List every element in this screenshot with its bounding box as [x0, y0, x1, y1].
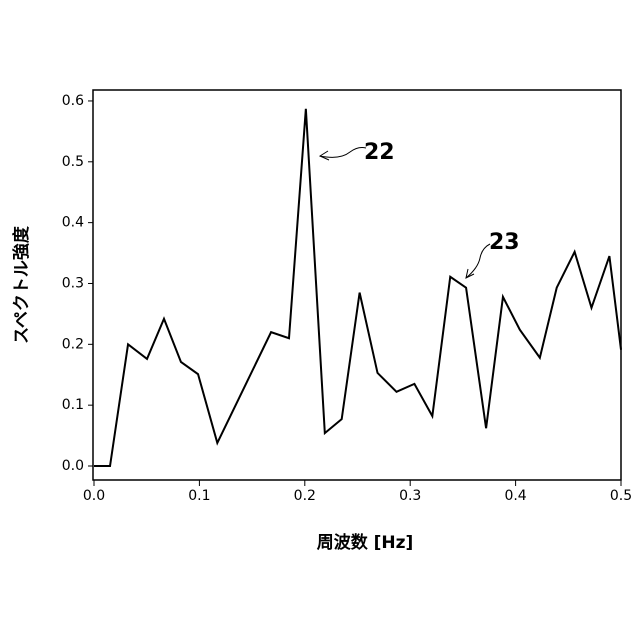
- annotation: 23: [489, 230, 520, 255]
- y-tick-label: 0.4: [62, 215, 84, 231]
- y-tick-label: 0.0: [62, 458, 84, 474]
- x-tick-label: 0.0: [83, 488, 105, 504]
- data-line: [94, 109, 621, 466]
- x-tick-label: 0.4: [504, 488, 526, 504]
- annotation-arrow: [466, 244, 490, 278]
- y-axis-label: スペクトル強度: [11, 225, 32, 344]
- x-tick-label: 0.5: [610, 488, 632, 504]
- y-tick-label: 0.1: [62, 397, 84, 413]
- x-tick-label: 0.3: [399, 488, 421, 504]
- y-tick-label: 0.2: [62, 336, 84, 352]
- y-tick-label: 0.3: [62, 275, 84, 291]
- y-tick-label: 0.6: [62, 93, 84, 109]
- x-axis-label: 周波数 [Hz]: [317, 532, 414, 553]
- annotation: 22: [364, 140, 395, 165]
- y-tick-label: 0.5: [62, 154, 84, 170]
- annotation-arrow: [320, 148, 366, 158]
- x-tick-label: 0.1: [188, 488, 210, 504]
- arrow-head: [320, 151, 329, 160]
- x-tick-label: 0.2: [294, 488, 316, 504]
- chart: 周波数 [Hz] スペクトル強度 22 23 0.0 0.1 0.2 0.3 0.4 0.…: [0, 0, 640, 640]
